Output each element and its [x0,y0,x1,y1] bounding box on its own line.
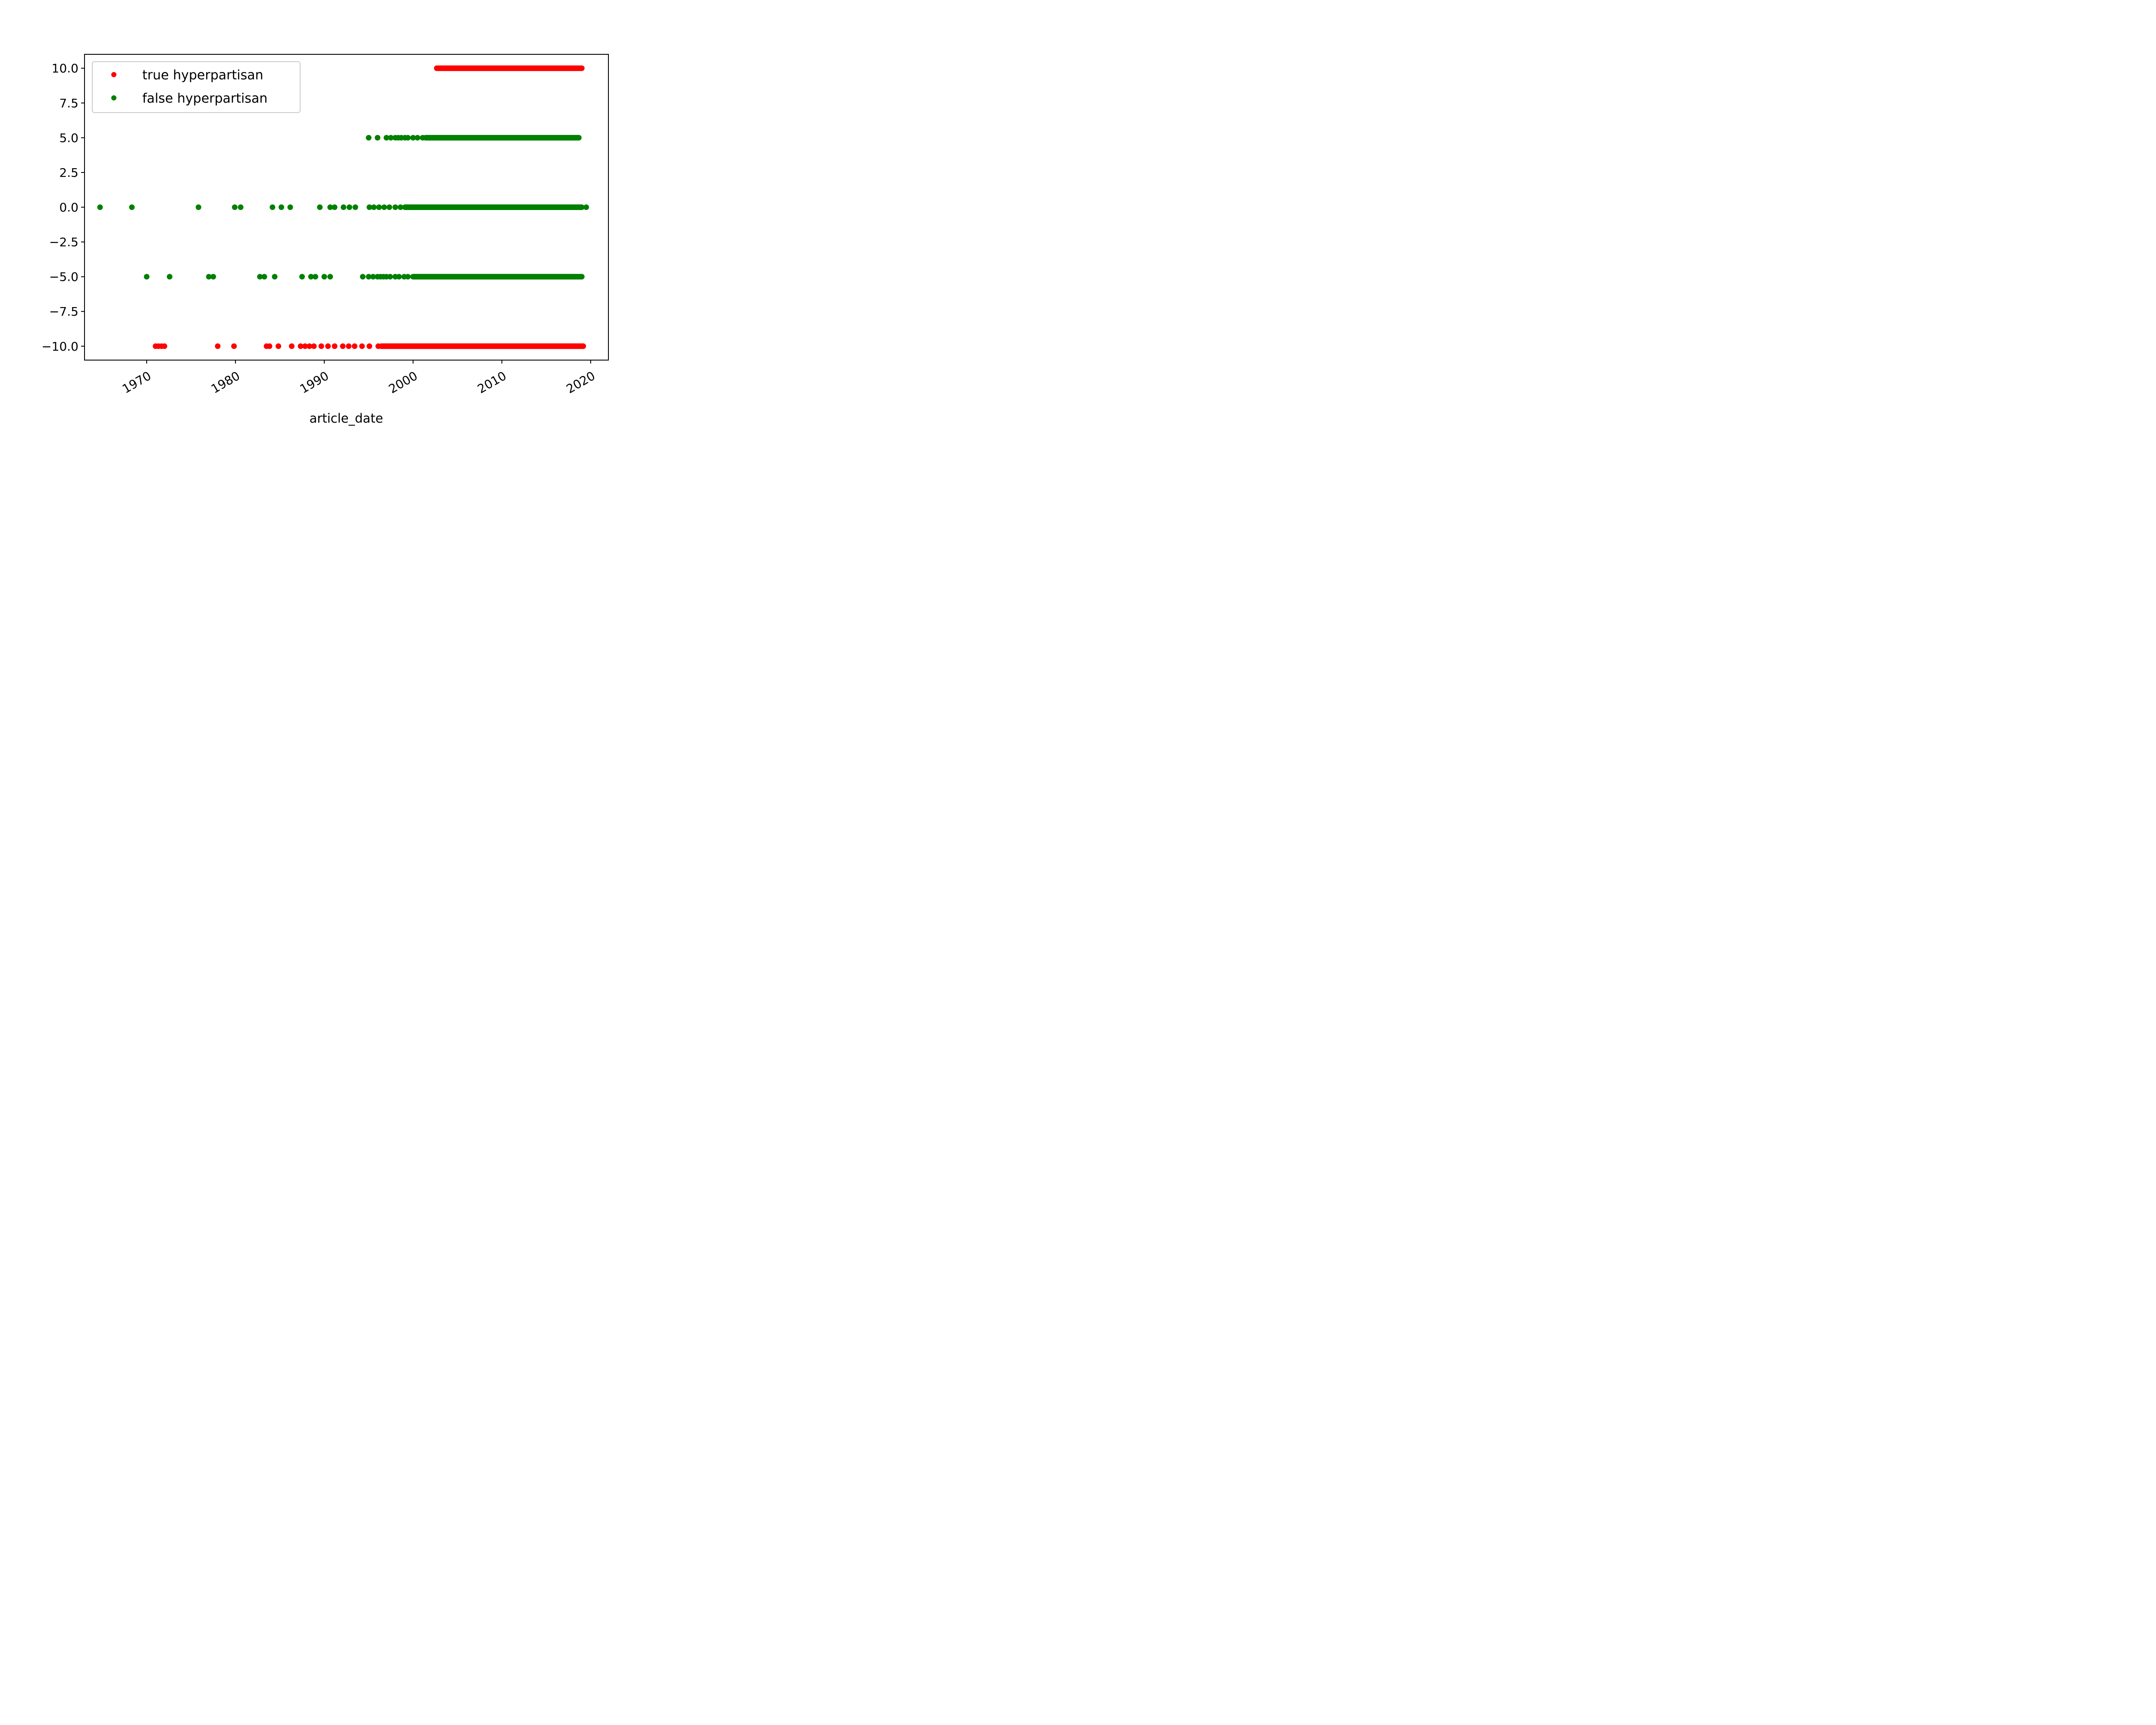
scatter-chart: 10.07.55.02.50.0−2.5−5.0−7.5−10.0 1970 19… [41,54,609,426]
data-point-false-hyperpartisan [388,135,394,141]
data-point-true-hyperpartisan [161,343,167,349]
data-point-false-hyperpartisan [232,204,238,210]
data-point-true-hyperpartisan [289,343,295,349]
data-point-true-hyperpartisan [351,343,357,349]
data-point-false-hyperpartisan [272,274,278,280]
data-point-false-hyperpartisan [327,204,333,210]
data-point-false-hyperpartisan [206,274,212,280]
data-point-true-hyperpartisan [359,343,365,349]
data-point-false-hyperpartisan [321,274,327,280]
data-point-false-hyperpartisan [410,135,416,141]
x-tick-label: 1980 [209,369,242,396]
data-point-false-hyperpartisan [383,135,389,141]
x-tick-label: 1990 [298,369,331,396]
data-point-false-hyperpartisan [346,204,352,210]
data-point-true-hyperpartisan [231,343,237,349]
data-point-false-hyperpartisan [278,204,284,210]
legend-label-false-hyperpartisan: false hyperpartisan [142,91,267,106]
data-point-false-hyperpartisan [398,204,404,210]
data-point-false-hyperpartisan [366,135,372,141]
y-tick-label: −10.0 [41,339,78,354]
legend-marker-false-hyperpartisan [111,95,116,100]
data-point-false-hyperpartisan [129,204,135,210]
y-tick-label: −7.5 [49,304,78,319]
data-point-true-hyperpartisan [375,343,381,349]
data-point-false-hyperpartisan [387,274,393,280]
data-point-true-hyperpartisan [311,343,317,349]
series-false-hyperpartisan [97,135,589,280]
legend-box [92,61,301,113]
data-point-false-hyperpartisan [370,274,376,280]
data-point-true-hyperpartisan [340,343,346,349]
y-tick-label: 0.0 [59,201,78,215]
chart-root: 10.0 7.5 5.0 2.5 0.0 −2.5 −5.0 −7.5 −10.0 1970 19… [0,0,667,449]
x-tick-label: 2010 [475,369,509,396]
data-point-false-hyperpartisan [327,274,333,280]
data-point-false-hyperpartisan [195,204,201,210]
legend-label-true-hyperpartisan: true hyperpartisan [142,68,263,83]
legend: true hyperpartisan false hyperpartisan [92,61,301,113]
x-tick-label: 2020 [564,369,598,396]
data-point-false-hyperpartisan [97,204,103,210]
data-point-true-hyperpartisan [298,343,304,349]
data-point-false-hyperpartisan [308,274,314,280]
y-tick-label: 10.0 [52,61,78,75]
legend-marker-true-hyperpartisan [111,72,116,77]
data-point-false-hyperpartisan [375,135,381,141]
data-point-true-hyperpartisan [325,343,331,349]
data-point-false-hyperpartisan [270,204,276,210]
y-axis: 10.0 7.5 5.0 2.5 0.0 −2.5 −5.0 −7.5 −10.0 [41,61,85,354]
data-point-false-hyperpartisan [166,274,172,280]
data-point-false-hyperpartisan [312,274,318,280]
data-point-false-hyperpartisan [381,204,387,210]
series-true-hyperpartisan [153,65,586,349]
data-point-true-hyperpartisan [332,343,338,349]
data-point-false-hyperpartisan [420,135,426,141]
data-point-false-hyperpartisan [396,274,402,280]
data-point-false-hyperpartisan [352,204,358,210]
data-point-false-hyperpartisan [210,274,216,280]
data-point-false-hyperpartisan [341,204,347,210]
data-point-false-hyperpartisan [386,204,392,210]
data-point-false-hyperpartisan [371,204,377,210]
data-point-false-hyperpartisan [238,204,244,210]
y-tick-label: 2.5 [59,166,78,180]
data-point-false-hyperpartisan [583,204,589,210]
data-point-false-hyperpartisan [287,204,293,210]
data-point-false-hyperpartisan [261,274,267,280]
marks-layer [97,65,589,349]
y-tick-label: −2.5 [49,235,78,249]
y-tick-label: 5.0 [59,131,78,145]
y-tick-label: −5.0 [49,270,78,284]
data-point-true-hyperpartisan [307,343,313,349]
data-point-false-hyperpartisan [144,274,150,280]
x-axis: 1970 1980 1990 2000 2010 2020 [120,360,598,396]
data-point-true-hyperpartisan [318,343,324,349]
data-point-true-hyperpartisan [302,343,308,349]
y-tick-label: 7.5 [59,96,78,110]
data-point-true-hyperpartisan [346,343,352,349]
data-point-false-hyperpartisan [360,274,366,280]
data-point-true-hyperpartisan [276,343,282,349]
data-point-false-hyperpartisan [414,135,420,141]
x-tick-label: 1970 [120,369,154,396]
data-point-false-hyperpartisan [366,274,372,280]
data-point-false-hyperpartisan [376,204,382,210]
data-point-false-hyperpartisan [392,204,398,210]
data-point-true-hyperpartisan [266,343,273,349]
data-point-false-hyperpartisan [257,274,263,280]
data-point-false-hyperpartisan [332,204,338,210]
data-point-false-hyperpartisan [299,274,305,280]
data-point-true-hyperpartisan [215,343,221,349]
data-point-false-hyperpartisan [367,204,373,210]
data-point-true-hyperpartisan [367,343,373,349]
x-axis-label: article_date [310,411,383,426]
x-tick-label: 2000 [386,369,420,396]
data-point-false-hyperpartisan [405,274,411,280]
data-point-false-hyperpartisan [405,135,411,141]
data-point-false-hyperpartisan [317,204,323,210]
